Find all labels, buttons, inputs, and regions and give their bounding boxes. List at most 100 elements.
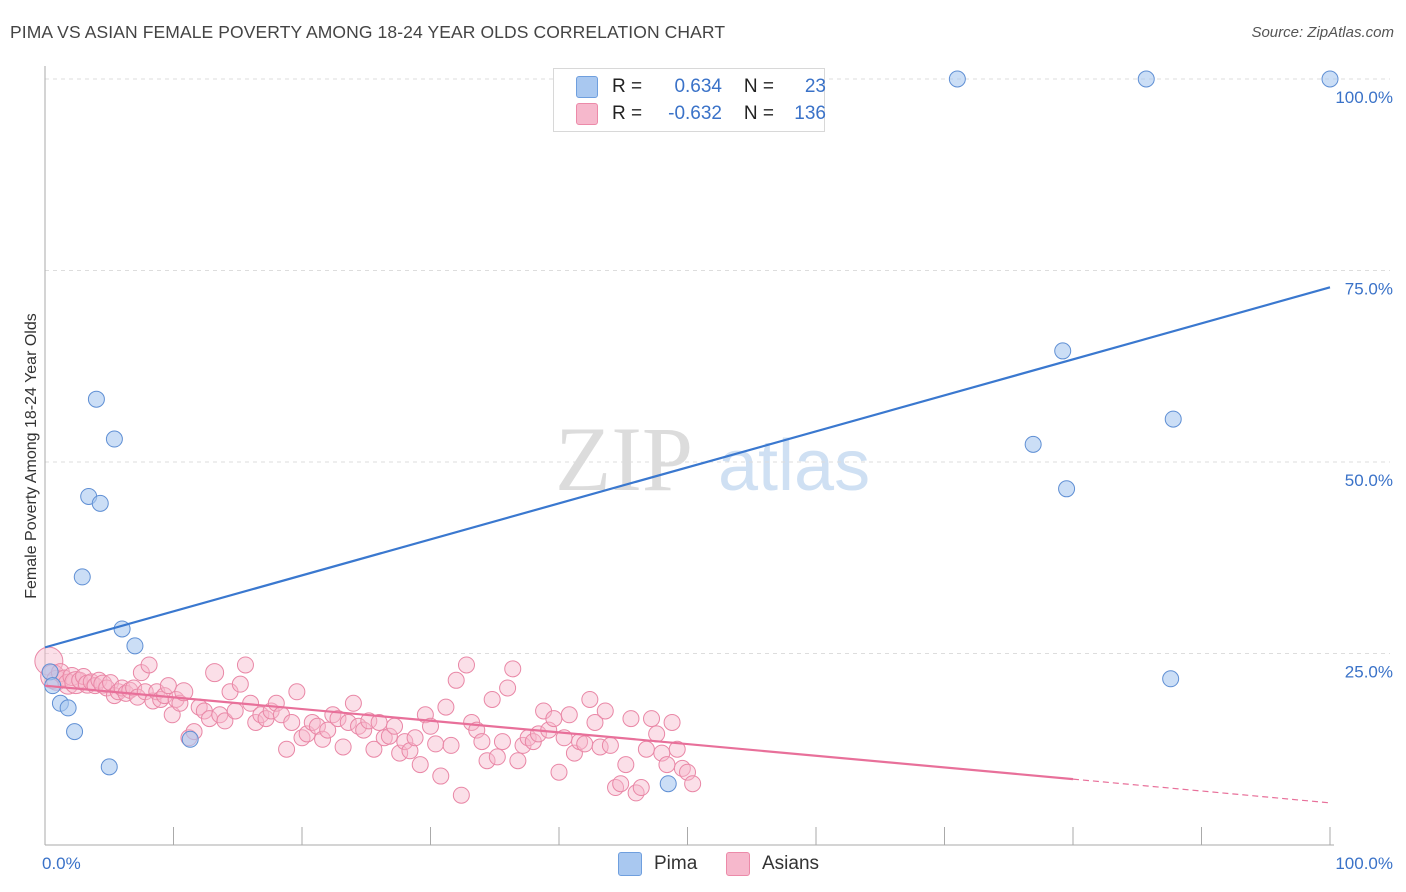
pima-point (126, 637, 144, 655)
x-tick-label-min: 0.0% (42, 854, 81, 873)
asians-legend-swatch (726, 852, 750, 876)
asians-point (288, 683, 306, 701)
asians-point (560, 706, 578, 724)
asians-point (576, 735, 594, 753)
asians-trend-extension (1072, 778, 1331, 804)
pima-swatch (576, 76, 598, 98)
legend-row-pima: R = 0.634 N = 23 (576, 74, 826, 100)
asians-point (612, 775, 630, 793)
asians-point (314, 730, 332, 748)
asians-point (457, 656, 475, 674)
asians-point (236, 656, 254, 674)
pima-point (1058, 480, 1076, 498)
pima-point (87, 390, 105, 408)
asians-point (596, 702, 614, 720)
legend-row-asians: R = -0.632 N = 136 (576, 101, 826, 127)
pima-point (1164, 410, 1182, 428)
asians-trend-line (44, 684, 1074, 781)
asians-swatch (576, 103, 598, 125)
bottom-legend-asians: Asians (726, 852, 819, 876)
legend-n-label: N = (743, 76, 774, 97)
y-axis-label: Female Poverty Among 18-24 Year Olds (23, 313, 40, 599)
asians-point (648, 725, 666, 743)
asians-point (478, 752, 496, 770)
asians-point (488, 748, 506, 766)
legend-n-label: N = (743, 103, 774, 124)
asians-point (226, 702, 244, 720)
asians-point (432, 767, 450, 785)
asians-point (627, 784, 645, 802)
asians-point (447, 671, 465, 689)
pima-point (73, 568, 91, 586)
pima-point (948, 70, 966, 88)
y-tick-label: 75.0% (1345, 280, 1393, 299)
asians-point (278, 740, 296, 758)
legend-r-value: -0.632 (668, 103, 722, 124)
asians-point (437, 698, 455, 716)
asians-point (493, 733, 511, 751)
asians-point (509, 752, 527, 770)
asians-point (308, 717, 326, 735)
pima-point (181, 730, 199, 748)
correlation-legend: R = 0.634 N = 23 R = -0.632 N = 136 (553, 68, 826, 132)
pima-legend-swatch (618, 852, 642, 876)
asians-point (545, 710, 563, 728)
pima-point (91, 494, 109, 512)
asians-point (499, 679, 517, 697)
asians-point (504, 660, 522, 678)
pima-point (59, 699, 77, 717)
asians-point (344, 694, 362, 712)
asians-point (334, 738, 352, 756)
y-tick-label: 50.0% (1345, 471, 1393, 490)
asians-point (452, 786, 470, 804)
asians-point (601, 736, 619, 754)
pima-point (66, 723, 84, 741)
legend-n-value: 136 (794, 103, 826, 124)
y-tick-label: 25.0% (1345, 663, 1393, 682)
asians-point (319, 721, 337, 739)
asians-point (473, 733, 491, 751)
asians-point (550, 763, 568, 781)
chart-source: Source: ZipAtlas.com (1251, 24, 1394, 41)
asians-point (422, 717, 439, 735)
pima-point (1024, 435, 1042, 453)
watermark-atlas: atlas (718, 426, 870, 506)
pima-point (1137, 70, 1155, 88)
asians-point (411, 756, 429, 774)
asians-point (174, 682, 194, 702)
pima-trend-line (44, 286, 1331, 649)
asians-point (668, 740, 686, 758)
asians-point (427, 735, 445, 753)
asians-point (483, 690, 501, 708)
asians-point (632, 779, 650, 797)
asians-point (140, 656, 158, 674)
asians-point (617, 756, 635, 774)
pima-point (1054, 342, 1072, 360)
asians-point (380, 727, 398, 745)
asians-point (637, 740, 655, 758)
asians-point (581, 690, 599, 708)
pima-legend-label: Pima (654, 853, 698, 874)
asians-point (396, 733, 414, 751)
x-tick-label-max: 100.0% (1335, 854, 1393, 873)
asians-point (643, 710, 661, 728)
pima-point (41, 663, 59, 681)
asians-point (663, 713, 681, 731)
pima-point (1321, 70, 1339, 88)
pima-point (100, 758, 118, 776)
asians-point (216, 712, 234, 730)
y-tick-label: 100.0% (1335, 88, 1393, 107)
asians-point (586, 713, 604, 731)
bottom-legend-pima: Pima (618, 852, 697, 876)
legend-r-label: R = (612, 76, 643, 97)
asians-point (355, 721, 373, 739)
legend-r-label: R = (612, 103, 643, 124)
asians-point (684, 775, 702, 793)
asians-legend-label: Asians (762, 853, 820, 874)
pima-point (659, 775, 677, 793)
asians-point (159, 677, 177, 695)
asians-point (401, 742, 419, 760)
asians-point (442, 736, 460, 754)
chart-title: PIMA VS ASIAN FEMALE POVERTY AMONG 18-24… (10, 22, 726, 42)
